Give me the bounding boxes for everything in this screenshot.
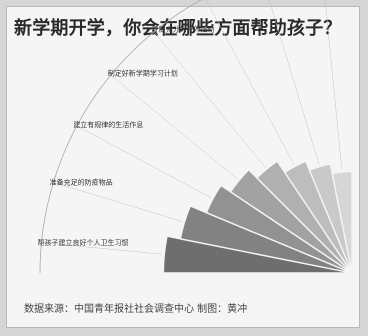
sector-guide-line-8 [324, 0, 343, 170]
sector-guide-line-5 [153, 31, 266, 168]
chart-title: 新学期开学，你会在哪些方面帮助孩子？ [14, 18, 342, 39]
sector-guide-line-7 [268, 0, 320, 165]
category-label-2: 准备充足的防疫物品 [50, 177, 113, 186]
sector-guide-line-1 [41, 242, 163, 255]
sector-guide-line-3 [76, 125, 212, 198]
data-source-note: 数据来源：中国青年报社社会调查中心 制图：黄冲 [24, 304, 248, 315]
category-label-1: 帮孩子建立良好个人卫生习惯 [38, 238, 129, 247]
sector-guide-line-2 [53, 182, 183, 222]
chart-sector-2 [179, 205, 353, 274]
chart-sector-6 [283, 160, 353, 274]
chart-sector-4 [229, 168, 353, 274]
sector-guide-line-4 [110, 74, 238, 180]
chart-sector-7 [308, 163, 353, 274]
chart-sector-8 [331, 170, 353, 274]
category-label-5: 开展充分的户外活动 [152, 25, 215, 34]
chart-sector-3 [205, 184, 353, 274]
outer-arc-guide [39, 0, 202, 274]
chart-sector-5 [255, 160, 353, 274]
category-label-4: 制定好新学期学习计划 [108, 69, 178, 78]
category-label-3: 建立有规律的生活作息 [73, 120, 143, 129]
sector-guide-line-6 [205, 0, 295, 165]
